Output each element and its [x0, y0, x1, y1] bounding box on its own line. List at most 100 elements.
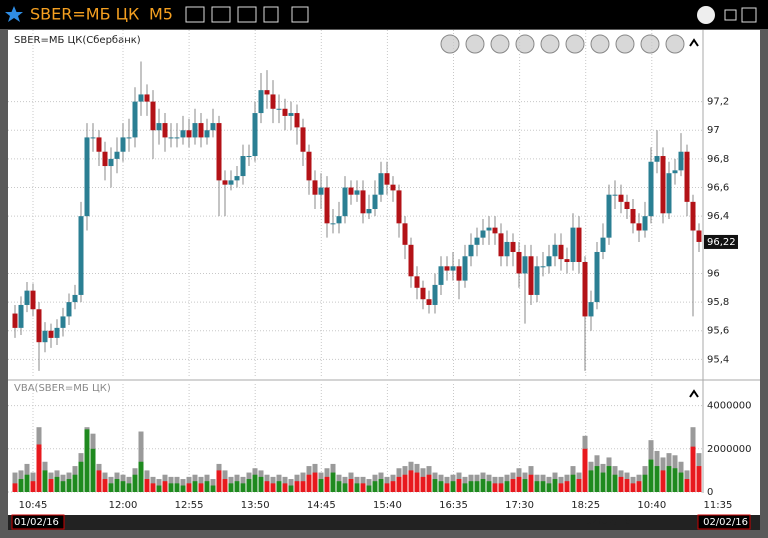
candle-body	[324, 187, 330, 224]
time-label: 12:00	[109, 500, 138, 511]
volume-bar	[108, 483, 114, 492]
candle-body	[618, 194, 624, 202]
candle-body	[606, 194, 612, 238]
candle-body	[132, 101, 138, 138]
volume-bar	[12, 483, 18, 492]
candle-body	[96, 137, 102, 152]
volume-bar	[264, 481, 270, 492]
nav-button[interactable]	[490, 34, 510, 54]
levels-icon[interactable]	[291, 6, 309, 23]
candle-body	[474, 237, 480, 245]
nav-button[interactable]	[515, 34, 535, 54]
candle-body	[516, 251, 522, 274]
nav-button[interactable]	[665, 34, 685, 54]
volume-bar	[66, 479, 72, 492]
time-label: 15:40	[373, 500, 402, 511]
currency-button[interactable]	[697, 6, 715, 24]
candle-body	[312, 180, 318, 195]
candle-body	[642, 216, 648, 231]
candle-body	[684, 151, 690, 202]
time-label: 12:55	[175, 500, 204, 511]
volume-bar	[492, 483, 498, 492]
candle-body	[168, 137, 174, 139]
volume-bar	[372, 481, 378, 492]
timeframe[interactable]: M5	[149, 5, 173, 24]
candle-body	[150, 101, 156, 131]
candle-body	[510, 241, 516, 252]
volume-bar	[672, 468, 678, 492]
candle-body	[630, 209, 636, 224]
volume-bar	[300, 481, 306, 492]
volume-bar	[648, 459, 654, 492]
candle-body	[234, 176, 240, 181]
volume-bar	[540, 481, 546, 492]
candle-body	[648, 161, 654, 217]
candle-body	[42, 330, 48, 343]
title-bar	[0, 0, 768, 29]
volume-bar	[294, 481, 300, 492]
collapse-button[interactable]	[689, 389, 699, 398]
volume-bar	[696, 466, 702, 492]
candle-body	[522, 256, 528, 274]
volume-bar	[72, 474, 78, 492]
volume-bar	[36, 444, 42, 492]
volume-bar	[18, 479, 24, 492]
candle-body	[72, 294, 78, 303]
volume-bar	[360, 483, 366, 492]
date-label: 02/02/16	[586, 516, 631, 527]
candle-body	[552, 244, 558, 257]
date-label: 02/02/16	[703, 517, 748, 528]
candle-body	[78, 216, 84, 295]
volume-bar	[534, 481, 540, 492]
nav-button[interactable]	[440, 34, 460, 54]
candle-body	[462, 256, 468, 281]
cursor-icon[interactable]	[263, 6, 279, 23]
volume-bar	[306, 474, 312, 492]
nav-button[interactable]	[615, 34, 635, 54]
candle-body	[216, 123, 222, 181]
volume-bar	[222, 479, 228, 492]
volume-bar	[252, 474, 258, 492]
favorite-star[interactable]	[5, 6, 23, 22]
volume-bar	[630, 483, 636, 492]
nav-button[interactable]	[590, 34, 610, 54]
candle-body	[384, 173, 390, 185]
candle-body	[66, 302, 72, 317]
indicator-icon[interactable]	[237, 6, 257, 23]
volume-bar	[420, 476, 426, 492]
volume-bar	[636, 481, 642, 492]
candle-body	[204, 130, 210, 138]
volume-bar	[498, 483, 504, 492]
candle-body	[654, 156, 660, 162]
close-button[interactable]	[741, 7, 757, 23]
volume-bar	[216, 470, 222, 492]
collapse-button[interactable]	[689, 38, 699, 47]
time-label: 10:45	[19, 500, 48, 511]
volume-bar	[330, 472, 336, 492]
candle-body	[186, 130, 192, 138]
volume-bar	[144, 479, 150, 492]
nav-button[interactable]	[540, 34, 560, 54]
y-tick-label: 96,6	[707, 183, 729, 194]
pencil-icon[interactable]	[211, 6, 231, 23]
candle-body	[594, 251, 600, 303]
volume-bar	[414, 472, 420, 492]
candle-body	[162, 123, 168, 138]
volume-bar	[102, 479, 108, 492]
volume-bar	[504, 481, 510, 492]
nav-button[interactable]	[640, 34, 660, 54]
nav-button[interactable]	[565, 34, 585, 54]
candle-body	[636, 223, 642, 231]
price-pane-title: SBER=МБ ЦК(Сбербанк)	[14, 35, 141, 46]
nav-button[interactable]	[465, 34, 485, 54]
candle-body	[378, 173, 384, 195]
volume-bar	[588, 470, 594, 492]
candle-icon[interactable]	[185, 6, 205, 23]
time-label: 18:25	[571, 500, 600, 511]
y-tick-label: 0	[707, 487, 713, 498]
volume-bar	[444, 483, 450, 492]
minimize-button[interactable]	[724, 9, 737, 21]
candle-body	[570, 227, 576, 262]
